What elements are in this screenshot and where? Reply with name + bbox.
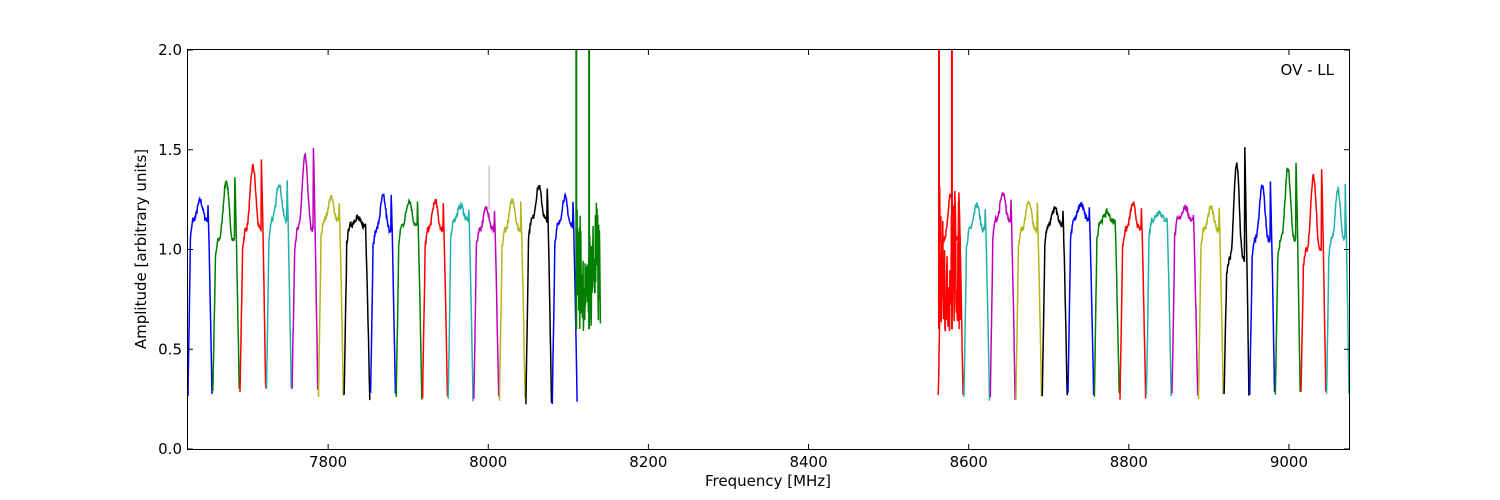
x-tick-label: 8800: [1110, 453, 1148, 471]
channel-segment-8: [369, 193, 397, 394]
y-axis: 0.0 0.5 1.0 1.5 2.0: [158, 41, 1349, 458]
x-tick-label: 7800: [309, 453, 347, 471]
channel-segment-23: [1119, 201, 1147, 400]
y-tick-label: 2.0: [158, 41, 182, 59]
channel-segment-21: [1067, 201, 1095, 396]
y-axis-label: Amplitude [arbitrary units]: [132, 149, 150, 349]
channel-segment-10: [421, 198, 449, 399]
channel-segment-20: [1041, 205, 1068, 397]
plot-lines: [187, 50, 1350, 405]
noise-band-2: [938, 186, 962, 332]
channel-segment-11: [447, 202, 474, 402]
channel-segment-1: [187, 195, 213, 397]
channel-segment-6: [317, 194, 345, 398]
channel-segment-5: [291, 147, 319, 390]
x-tick-label: 8600: [950, 453, 988, 471]
channel-segment-26: [1197, 205, 1225, 400]
channel-segment-27: [1223, 147, 1250, 396]
x-tick-label: 8000: [469, 453, 507, 471]
channel-segment-30: [1300, 169, 1327, 392]
channel-segment-17: [963, 202, 991, 401]
channel-segment-3: [239, 159, 267, 393]
channel-segment-24: [1145, 209, 1172, 397]
plot-frame: [187, 49, 1350, 450]
channel-segment-2: [212, 177, 240, 392]
x-axis-label: Frequency [MHz]: [705, 472, 831, 490]
channel-segment-9: [395, 198, 423, 400]
channel-segment-22: [1093, 207, 1120, 397]
channel-segment-18: [989, 192, 1016, 400]
channel-segment-31: [1325, 183, 1350, 394]
x-tick-label: 9000: [1270, 453, 1308, 471]
channel-segment-29: [1274, 162, 1301, 395]
channel-segment-15: [551, 191, 578, 405]
x-tick-label: 8400: [789, 453, 827, 471]
channel-segment-13: [498, 198, 526, 401]
y-tick-label: 1.5: [158, 141, 182, 159]
channel-segment-19: [1015, 200, 1043, 400]
panel-annotation: OV - LL: [1281, 61, 1335, 79]
channel-segment-7: [343, 213, 371, 401]
x-tick-label: 8200: [629, 453, 667, 471]
y-tick-label: 0.0: [158, 440, 182, 458]
x-axis: 7800 8000 8200 8400 8600 8800 9000: [309, 50, 1308, 471]
channel-segment-28: [1248, 181, 1276, 395]
y-tick-label: 0.5: [158, 340, 182, 358]
channel-segment-14: [525, 184, 553, 405]
channel-segment-25: [1171, 204, 1199, 396]
channel-segment-4: [265, 180, 293, 390]
y-tick-label: 1.0: [158, 241, 182, 259]
channel-segment-12: [473, 206, 500, 399]
